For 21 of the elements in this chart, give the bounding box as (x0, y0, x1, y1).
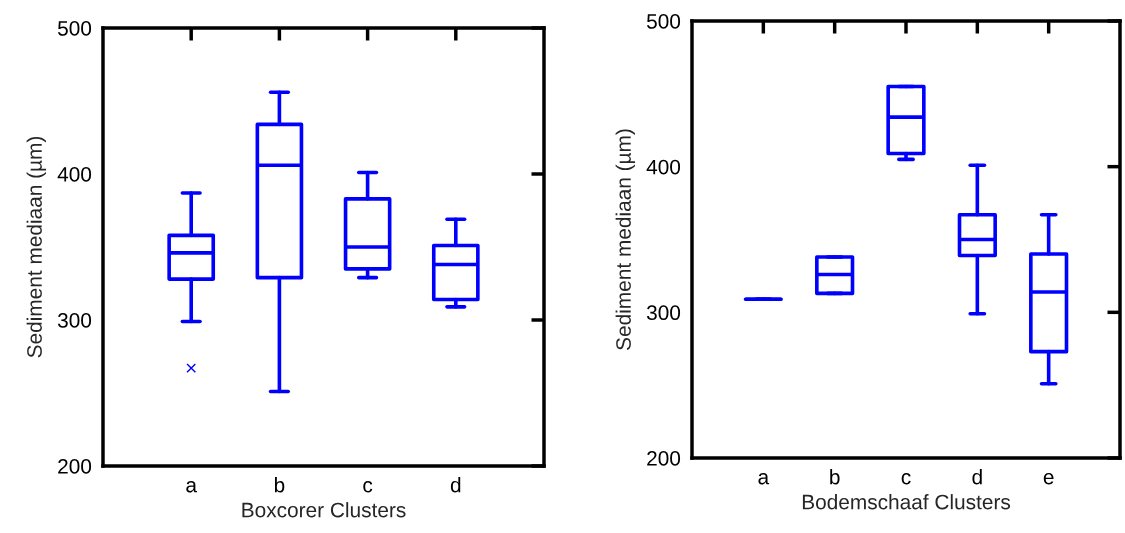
x-tick-label: d (972, 469, 982, 485)
y-tick-label: 300 (646, 305, 681, 321)
y-tick-label: 500 (646, 14, 681, 29)
y-tick-label: 300 (57, 313, 92, 328)
x-tick-label: e (1043, 473, 1054, 485)
x-tick-label: a (758, 473, 770, 485)
y-tick-label: 400 (646, 159, 681, 175)
x-tick-label: a (186, 481, 197, 493)
x-axis-title: Bodemschaaf Clusters (802, 494, 1011, 510)
y-axis-title: Sediment mediaan (µm) (26, 136, 47, 358)
x-axis-title: Boxcorer Clusters (242, 502, 406, 518)
y-tick-label: 400 (57, 167, 92, 182)
y-axis-title: Sediment mediaan (µm) (615, 129, 636, 350)
y-tick-label: 200 (58, 459, 92, 474)
x-tick-label: b (274, 477, 285, 493)
x-tick-label: b (830, 469, 840, 485)
x-tick-label: d (450, 477, 461, 493)
y-tick-label: 200 (647, 451, 681, 466)
y-tick-label: 500 (57, 21, 92, 36)
x-tick-label: c (901, 473, 911, 485)
x-tick-label: c (363, 481, 373, 493)
